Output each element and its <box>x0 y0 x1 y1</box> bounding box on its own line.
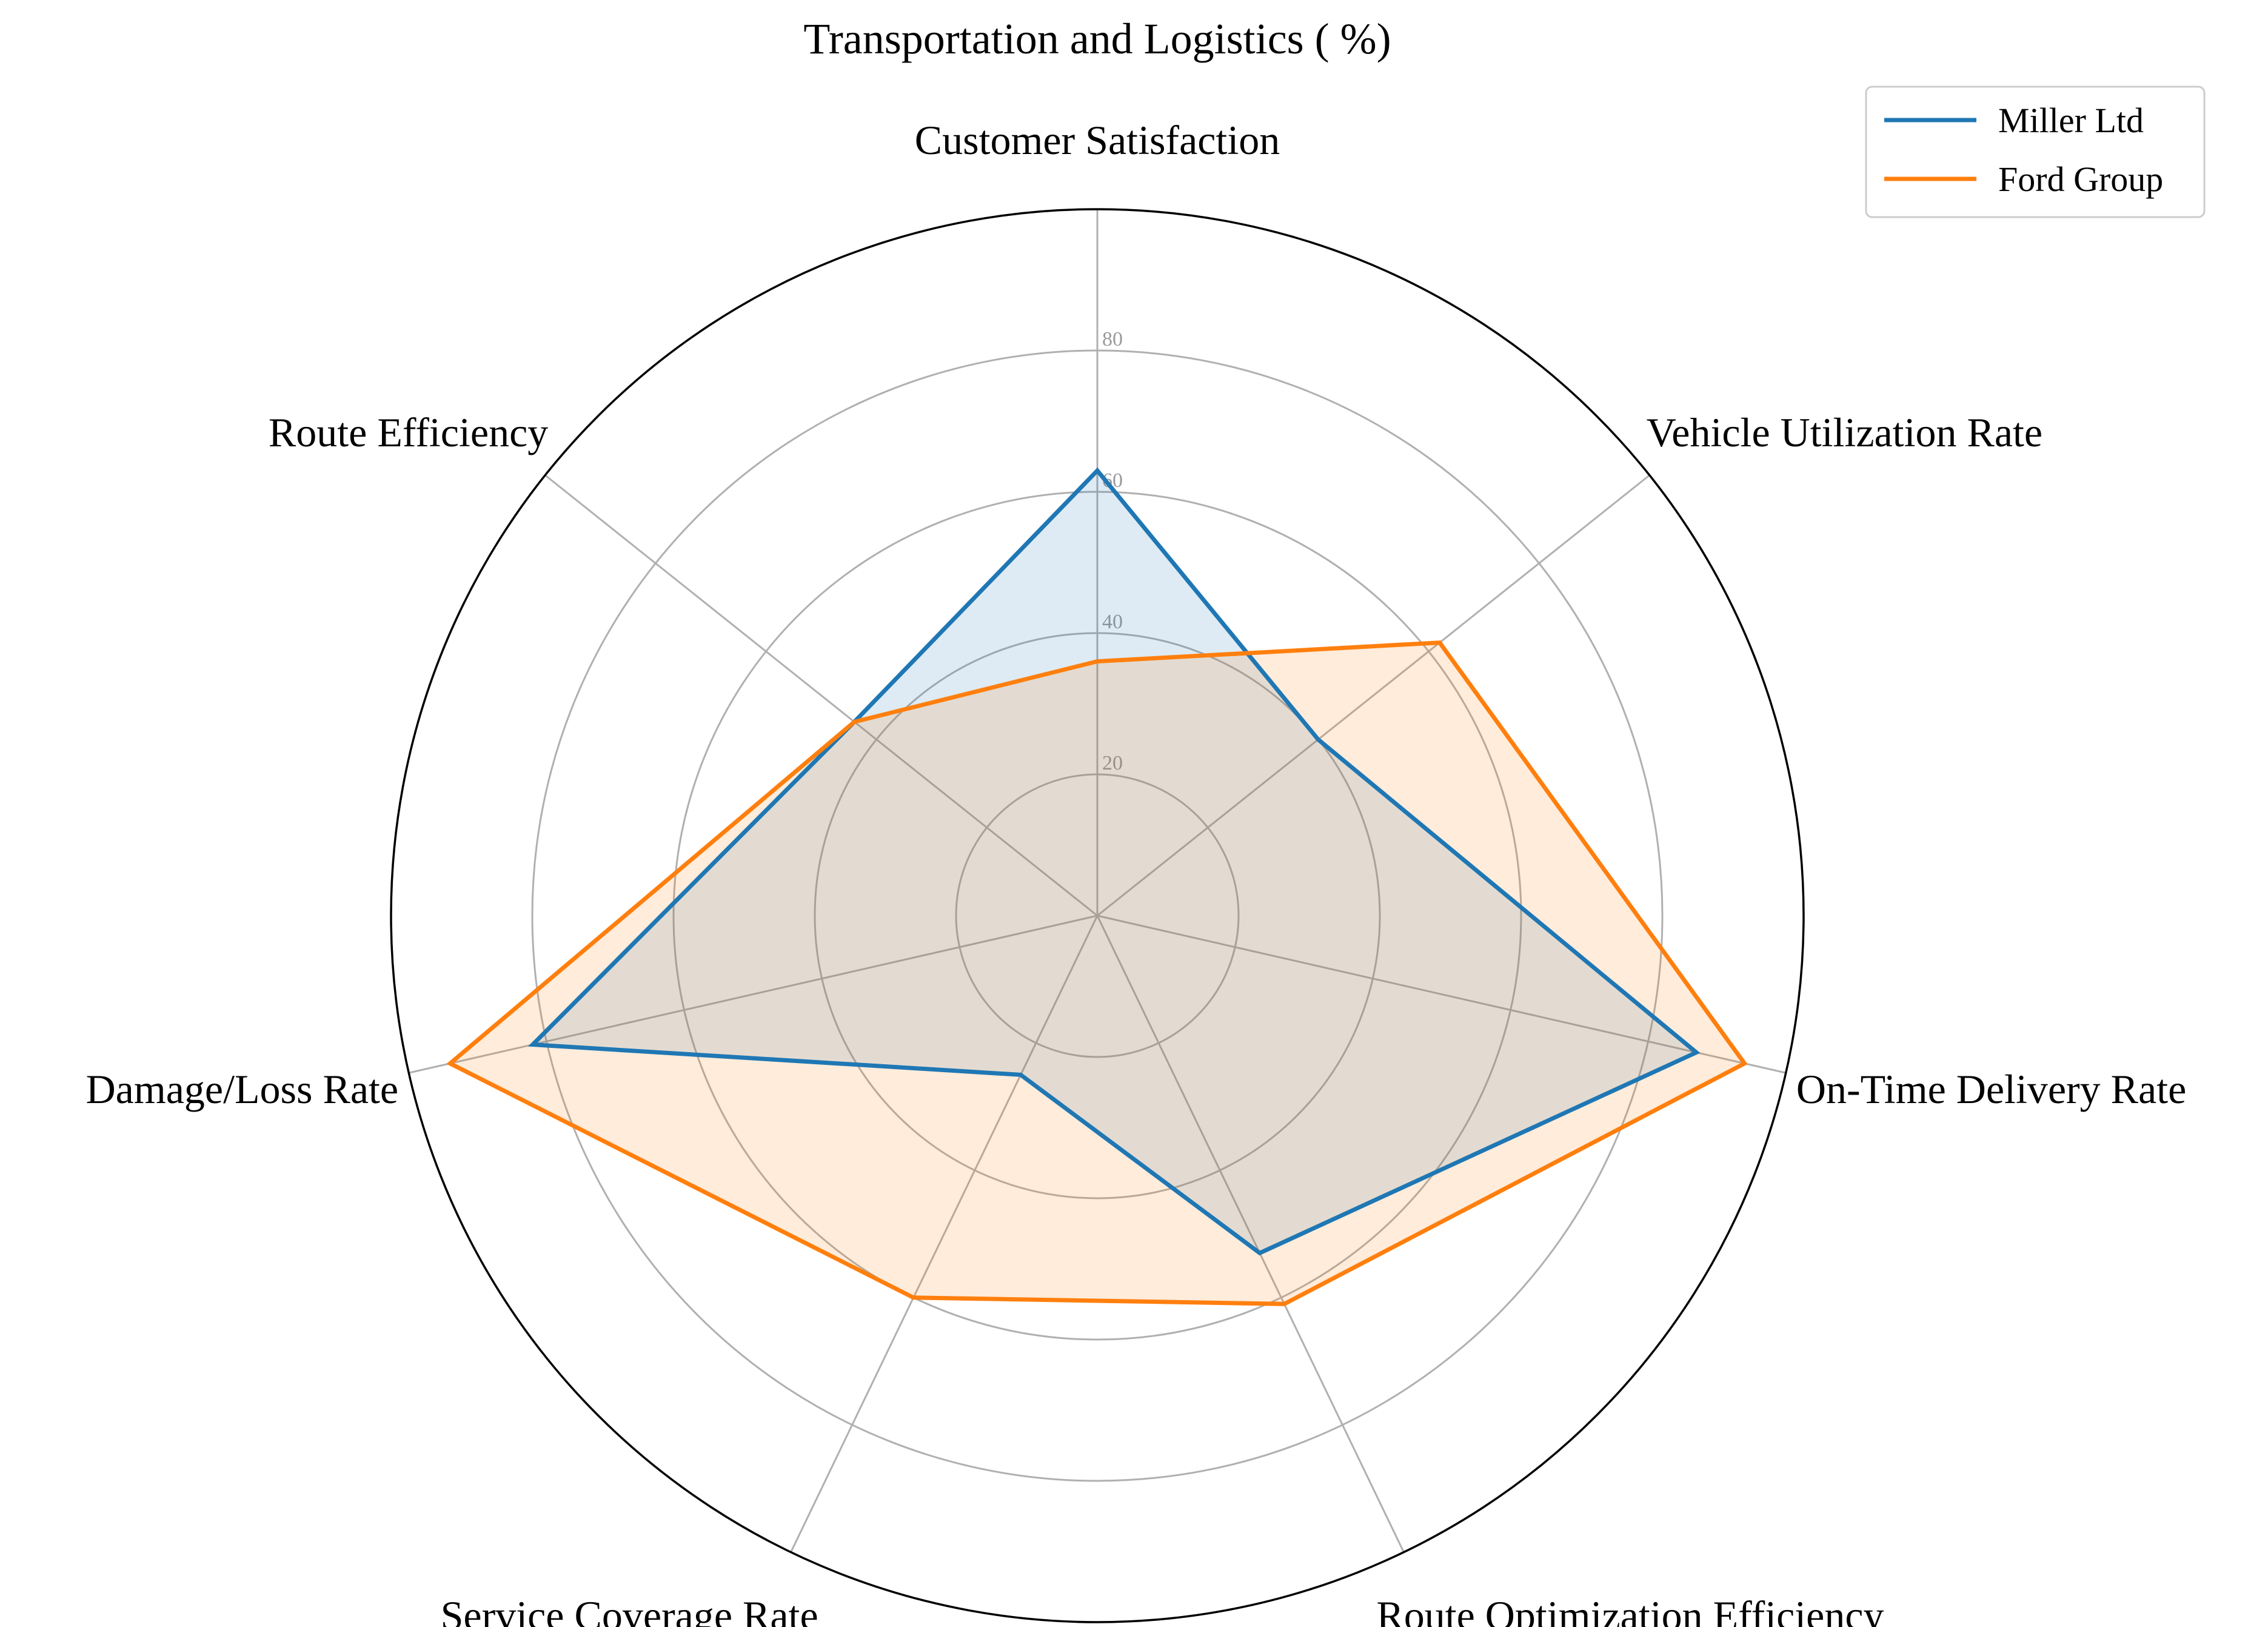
series-area <box>532 471 1697 1253</box>
chart-title: Transportation and Logistics ( %) <box>803 15 1391 63</box>
axis-label: Vehicle Utilization Rate <box>1647 409 2042 455</box>
grid-spoke <box>790 915 1099 1553</box>
grid-spoke <box>1097 914 1787 1074</box>
axis-label: Damage/Loss Rate <box>86 1066 399 1112</box>
axis-labels: Customer Satisfaction Vehicle Utilization… <box>86 117 2187 1627</box>
axis-label: On-Time Delivery Rate <box>1796 1066 2186 1112</box>
axis-label: Route Optimization Efficiency <box>1376 1592 1884 1627</box>
outer-frame <box>390 208 1805 1623</box>
radial-tick-label: 20 <box>1102 752 1123 774</box>
grid-spoke <box>544 474 1098 917</box>
series-layer <box>446 467 1748 1306</box>
radial-tick-label: 80 <box>1102 328 1123 351</box>
axis-label: Route Efficiency <box>269 409 548 455</box>
series-line <box>527 467 1701 1256</box>
legend: Miller Ltd Ford Group <box>1865 86 2206 218</box>
series-area <box>450 642 1745 1304</box>
axis-label: Service Coverage Rate <box>441 1592 818 1627</box>
radial-tick-label: 40 <box>1102 611 1123 633</box>
legend-label-ford-group: Ford Group <box>1998 159 2163 199</box>
series-line <box>446 640 1748 1306</box>
grid-spoke <box>408 914 1098 1074</box>
legend-label-miller-ltd: Miller Ltd <box>1998 101 2144 140</box>
grid-spoke <box>1096 915 1405 1553</box>
grid-spoke <box>1097 474 1650 917</box>
axis-label: Customer Satisfaction <box>915 117 1280 163</box>
